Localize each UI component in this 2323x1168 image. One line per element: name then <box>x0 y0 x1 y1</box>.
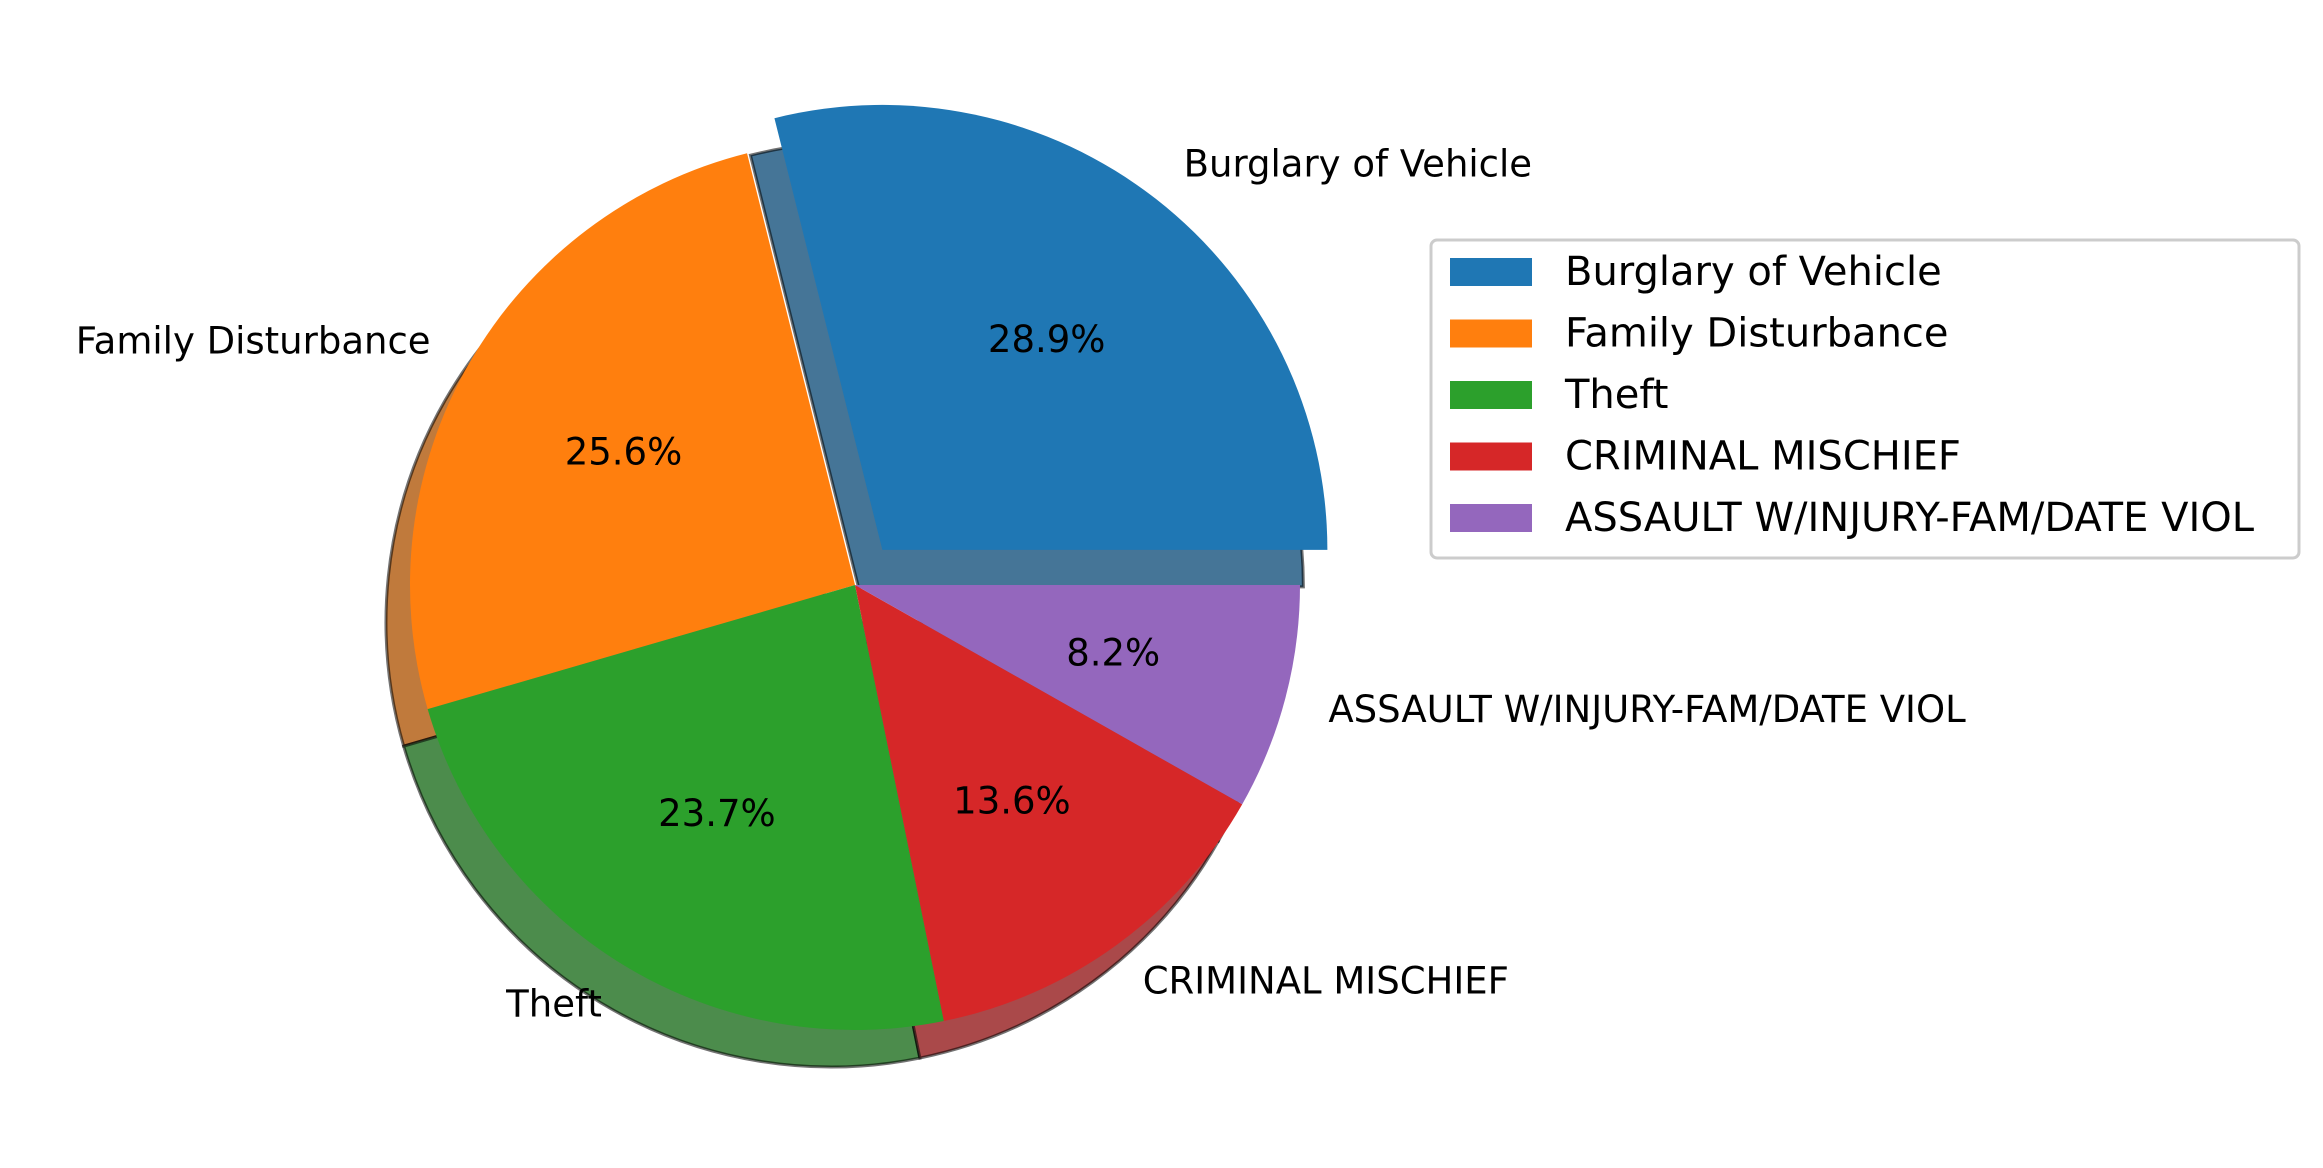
category-label-family-disturbance: Family Disturbance <box>76 320 431 363</box>
percent-label-theft: 23.7% <box>658 792 776 835</box>
percent-label-family-disturbance: 25.6% <box>565 430 683 473</box>
legend-label-criminal-mischief: CRIMINAL MISCHIEF <box>1565 434 1961 480</box>
legend-label-assault-w-injury-fam-date-viol: ASSAULT W/INJURY-FAM/DATE VIOL <box>1565 495 2255 541</box>
legend-label-family-disturbance: Family Disturbance <box>1565 311 1949 357</box>
category-label-assault-w-injury-fam-date-viol: ASSAULT W/INJURY-FAM/DATE VIOL <box>1328 688 1966 731</box>
pie-slices <box>409 104 1328 1030</box>
legend-label-theft: Theft <box>1564 372 1668 418</box>
pie-slice-assault-w-injury-fam-date-viol <box>855 585 1300 805</box>
legend-swatch-criminal-mischief <box>1450 442 1532 471</box>
legend-swatch-family-disturbance <box>1450 319 1532 348</box>
legend-items: Burglary of Vehicle Family Disturbance The… <box>1450 249 2255 541</box>
category-label-theft: Theft <box>505 982 602 1025</box>
legend-label-burglary-of-vehicle: Burglary of Vehicle <box>1565 249 1942 295</box>
legend-swatch-theft <box>1450 381 1532 409</box>
percent-label-burglary-of-vehicle: 28.9% <box>988 318 1106 361</box>
legend-swatch-assault-w-injury-fam-date-viol <box>1450 504 1532 532</box>
category-label-burglary-of-vehicle: Burglary of Vehicle <box>1184 143 1532 186</box>
pie-percent-labels: 28.9% 25.6% 23.7% 13.6% 8.2% <box>565 318 1160 835</box>
pie-slice-burglary-of-vehicle <box>774 104 1328 550</box>
pie-category-labels: Burglary of Vehicle Family Disturbance The… <box>76 143 1966 1026</box>
percent-label-criminal-mischief: 13.6% <box>953 780 1071 823</box>
pie-slice-theft <box>427 585 944 1030</box>
legend-frame <box>1429 238 2301 560</box>
legend: Burglary of Vehicle Family Disturbance The… <box>1429 238 2301 560</box>
percent-label-assault-w-injury-fam-date-viol: 8.2% <box>1066 632 1160 675</box>
pie-slice-criminal-mischief <box>855 585 1243 1022</box>
category-label-criminal-mischief: CRIMINAL MISCHIEF <box>1143 960 1509 1003</box>
pie-slice-family-disturbance <box>409 153 855 710</box>
legend-swatch-burglary-of-vehicle <box>1450 258 1532 286</box>
